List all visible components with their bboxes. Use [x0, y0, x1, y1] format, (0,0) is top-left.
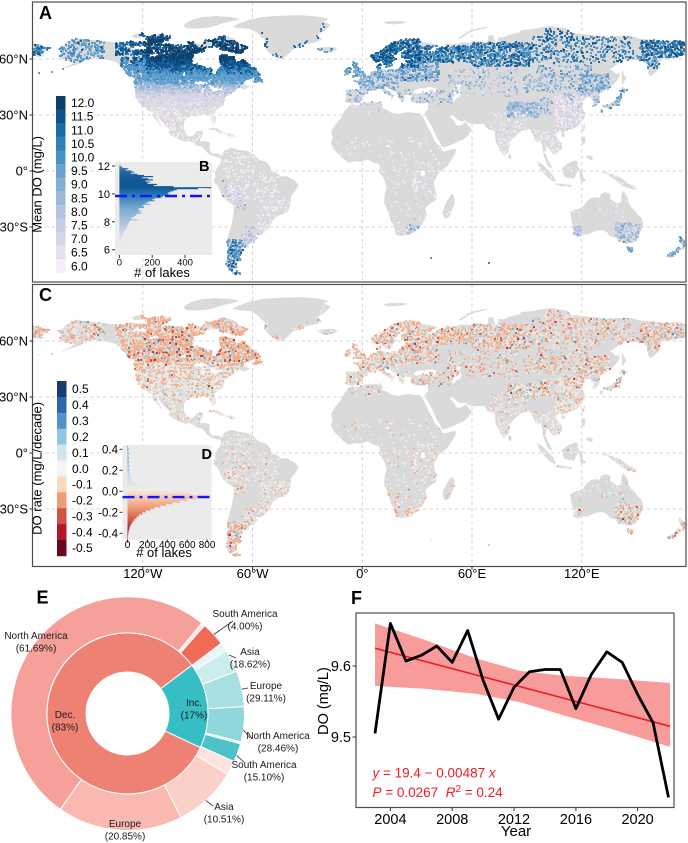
- svg-text:-0.4: -0.4: [72, 525, 93, 539]
- svg-text:-0.5: -0.5: [72, 541, 93, 555]
- svg-text:Dec.: Dec.: [55, 710, 76, 721]
- svg-text:# of lakes: # of lakes: [136, 545, 192, 560]
- svg-text:600: 600: [179, 540, 196, 551]
- svg-text:Year: Year: [501, 823, 531, 840]
- svg-text:0.3: 0.3: [72, 414, 89, 428]
- svg-text:60°W: 60°W: [237, 566, 270, 581]
- svg-text:120°E: 120°E: [564, 566, 600, 581]
- svg-text:0.2: 0.2: [102, 465, 118, 477]
- svg-text:E: E: [37, 588, 49, 608]
- svg-text:Asia: Asia: [240, 647, 260, 658]
- svg-text:-0.4: -0.4: [98, 528, 118, 540]
- svg-text:9.6: 9.6: [331, 659, 351, 675]
- svg-text:30°N: 30°N: [0, 390, 28, 405]
- svg-text:(83%): (83%): [52, 723, 79, 734]
- svg-text:(61.69%): (61.69%): [16, 644, 57, 655]
- svg-text:11.0: 11.0: [71, 123, 94, 137]
- svg-text:B: B: [199, 159, 209, 175]
- svg-text:North America: North America: [4, 631, 68, 642]
- svg-text:2008: 2008: [436, 812, 468, 828]
- svg-text:(15.10%): (15.10%): [244, 773, 285, 784]
- svg-text:Mean DO (mg/L): Mean DO (mg/L): [30, 136, 45, 233]
- svg-text:(10.51%): (10.51%): [204, 815, 245, 826]
- svg-text:-0.1: -0.1: [72, 478, 93, 492]
- svg-text:10.5: 10.5: [71, 137, 95, 151]
- svg-text:0.1: 0.1: [72, 446, 89, 460]
- svg-text:6.5: 6.5: [71, 246, 88, 260]
- svg-text:-0.3: -0.3: [72, 509, 93, 523]
- svg-text:0.4: 0.4: [72, 398, 89, 412]
- svg-text:8.0: 8.0: [71, 205, 88, 219]
- svg-text:(4.00%): (4.00%): [227, 622, 262, 633]
- svg-text:0.0: 0.0: [102, 486, 118, 498]
- svg-text:C: C: [39, 285, 52, 305]
- svg-text:30°S: 30°S: [0, 220, 28, 235]
- svg-text:South America: South America: [212, 609, 277, 620]
- svg-text:9.0: 9.0: [71, 178, 88, 192]
- svg-text:200: 200: [139, 540, 156, 551]
- svg-text:0°: 0°: [16, 446, 28, 461]
- svg-text:(20.85%): (20.85%): [105, 832, 146, 843]
- svg-text:2004: 2004: [374, 812, 406, 828]
- svg-text:60°N: 60°N: [0, 52, 28, 67]
- svg-text:F: F: [351, 588, 362, 608]
- svg-text:0: 0: [125, 540, 131, 551]
- svg-text:12.0: 12.0: [71, 96, 95, 110]
- svg-text:Europe: Europe: [109, 819, 142, 830]
- svg-text:10.0: 10.0: [71, 151, 95, 165]
- svg-text:0: 0: [117, 258, 122, 269]
- svg-text:200: 200: [144, 258, 160, 269]
- svg-text:9.5: 9.5: [331, 730, 351, 746]
- svg-text:0°: 0°: [16, 164, 28, 179]
- svg-text:0°: 0°: [356, 566, 368, 581]
- svg-text:(29.11%): (29.11%): [246, 694, 286, 705]
- svg-text:DO (mg/L): DO (mg/L): [316, 667, 332, 735]
- svg-text:6: 6: [104, 245, 110, 257]
- svg-text:11.5: 11.5: [71, 110, 94, 124]
- svg-text:400: 400: [177, 258, 193, 269]
- svg-text:0.2: 0.2: [72, 430, 89, 444]
- svg-text:(18.62%): (18.62%): [230, 660, 271, 671]
- svg-text:Asia: Asia: [214, 802, 234, 813]
- svg-text:8: 8: [104, 217, 110, 229]
- svg-text:D: D: [202, 447, 212, 463]
- svg-text:2020: 2020: [621, 812, 653, 828]
- svg-text:0.0: 0.0: [72, 462, 89, 476]
- svg-text:South America: South America: [231, 760, 296, 771]
- svg-text:12: 12: [98, 161, 110, 173]
- svg-text:Europe: Europe: [250, 681, 283, 692]
- svg-text:120°W: 120°W: [123, 566, 163, 581]
- svg-text:-0.2: -0.2: [98, 507, 118, 519]
- svg-text:7.5: 7.5: [71, 219, 88, 233]
- svg-text:60°N: 60°N: [0, 334, 28, 349]
- svg-text:30°S: 30°S: [0, 502, 28, 517]
- svg-text:0.4: 0.4: [102, 444, 119, 456]
- svg-text:(17%): (17%): [181, 711, 208, 722]
- svg-text:-0.2: -0.2: [72, 494, 93, 508]
- svg-text:30°N: 30°N: [0, 108, 28, 123]
- svg-text:A: A: [39, 3, 52, 23]
- svg-text:# of lakes: # of lakes: [134, 265, 190, 280]
- svg-text:7.0: 7.0: [71, 232, 88, 246]
- svg-text:800: 800: [199, 540, 216, 551]
- svg-text:0.5: 0.5: [72, 382, 89, 396]
- svg-text:P = 0.0267 R2 = 0.24: P = 0.0267 R2 = 0.24: [373, 784, 504, 800]
- svg-text:8.5: 8.5: [71, 191, 88, 205]
- svg-text:60°E: 60°E: [458, 566, 487, 581]
- svg-text:2016: 2016: [560, 812, 592, 828]
- svg-text:9.5: 9.5: [71, 164, 88, 178]
- svg-text:North America: North America: [246, 731, 310, 742]
- svg-text:(28.46%): (28.46%): [258, 744, 299, 755]
- svg-text:6.0: 6.0: [71, 259, 88, 273]
- svg-text:10: 10: [98, 189, 110, 201]
- svg-text:y = 19.4 − 0.00487 x: y = 19.4 − 0.00487 x: [372, 766, 497, 781]
- svg-text:Inc.: Inc.: [186, 698, 202, 709]
- svg-text:DO rate (mg/L/decade): DO rate (mg/L/decade): [30, 402, 45, 535]
- svg-text:2012: 2012: [498, 812, 530, 828]
- svg-text:400: 400: [159, 540, 176, 551]
